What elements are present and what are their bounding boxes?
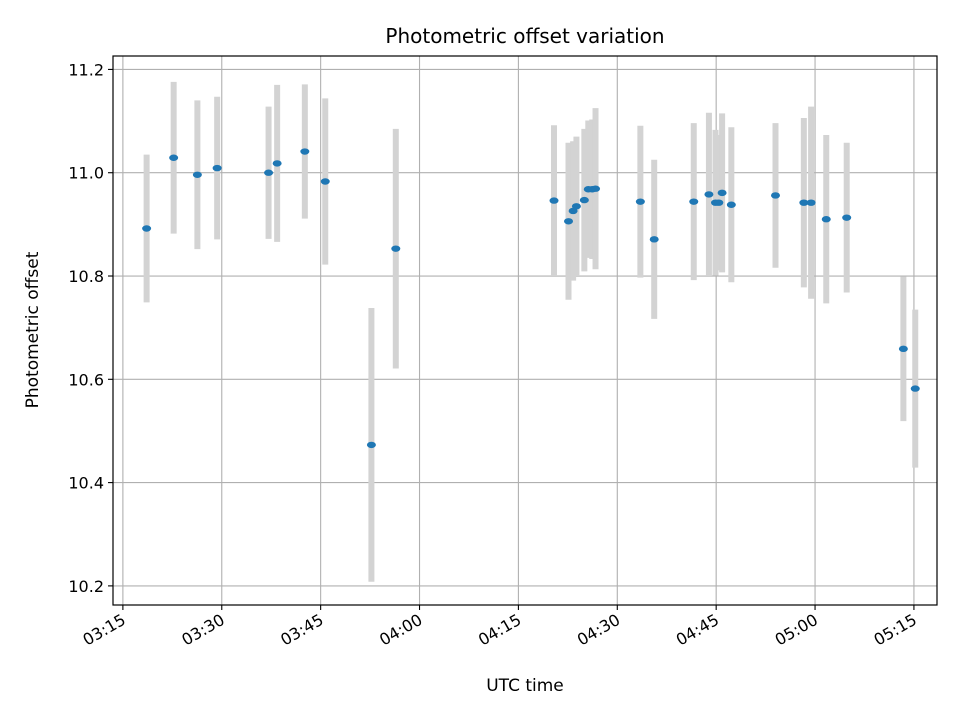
data-point [717,189,727,197]
y-tick-label: 11.0 [68,164,104,183]
grid [113,56,937,605]
y-tick-label: 10.8 [68,267,104,286]
data-point [571,203,581,210]
data-point [910,385,920,392]
data-point [726,201,736,208]
data-point [689,198,699,205]
data-point [272,160,282,167]
data-point [704,191,714,198]
y-tick-label: 10.2 [68,577,104,596]
data-point [169,154,179,161]
data-point [714,199,724,206]
data-point [591,185,601,192]
data-point [264,169,274,176]
data-point [579,196,589,204]
data-point [770,192,780,199]
data-point [320,178,330,185]
data-point [192,171,202,178]
data-point [649,236,659,243]
data-point [300,148,310,155]
data-point [821,216,831,223]
data-point [799,199,809,206]
data-point [898,345,908,353]
data-point [142,225,152,232]
y-tick-label: 10.6 [68,370,104,389]
data-point [212,164,222,172]
y-axis-label: Photometric offset [23,251,43,408]
data-point [391,245,401,252]
data-points [142,148,920,449]
data-point [366,441,376,449]
data-point [635,198,645,205]
y-tick-label: 11.2 [68,60,104,79]
plot-area-frame [112,55,938,606]
data-point [564,218,574,225]
data-point [842,214,852,221]
y-tick-label: 10.4 [68,474,104,493]
data-point [806,199,816,206]
x-axis-label: UTC time [486,676,564,696]
chart-title: Photometric offset variation [385,24,664,48]
data-point [549,197,559,204]
